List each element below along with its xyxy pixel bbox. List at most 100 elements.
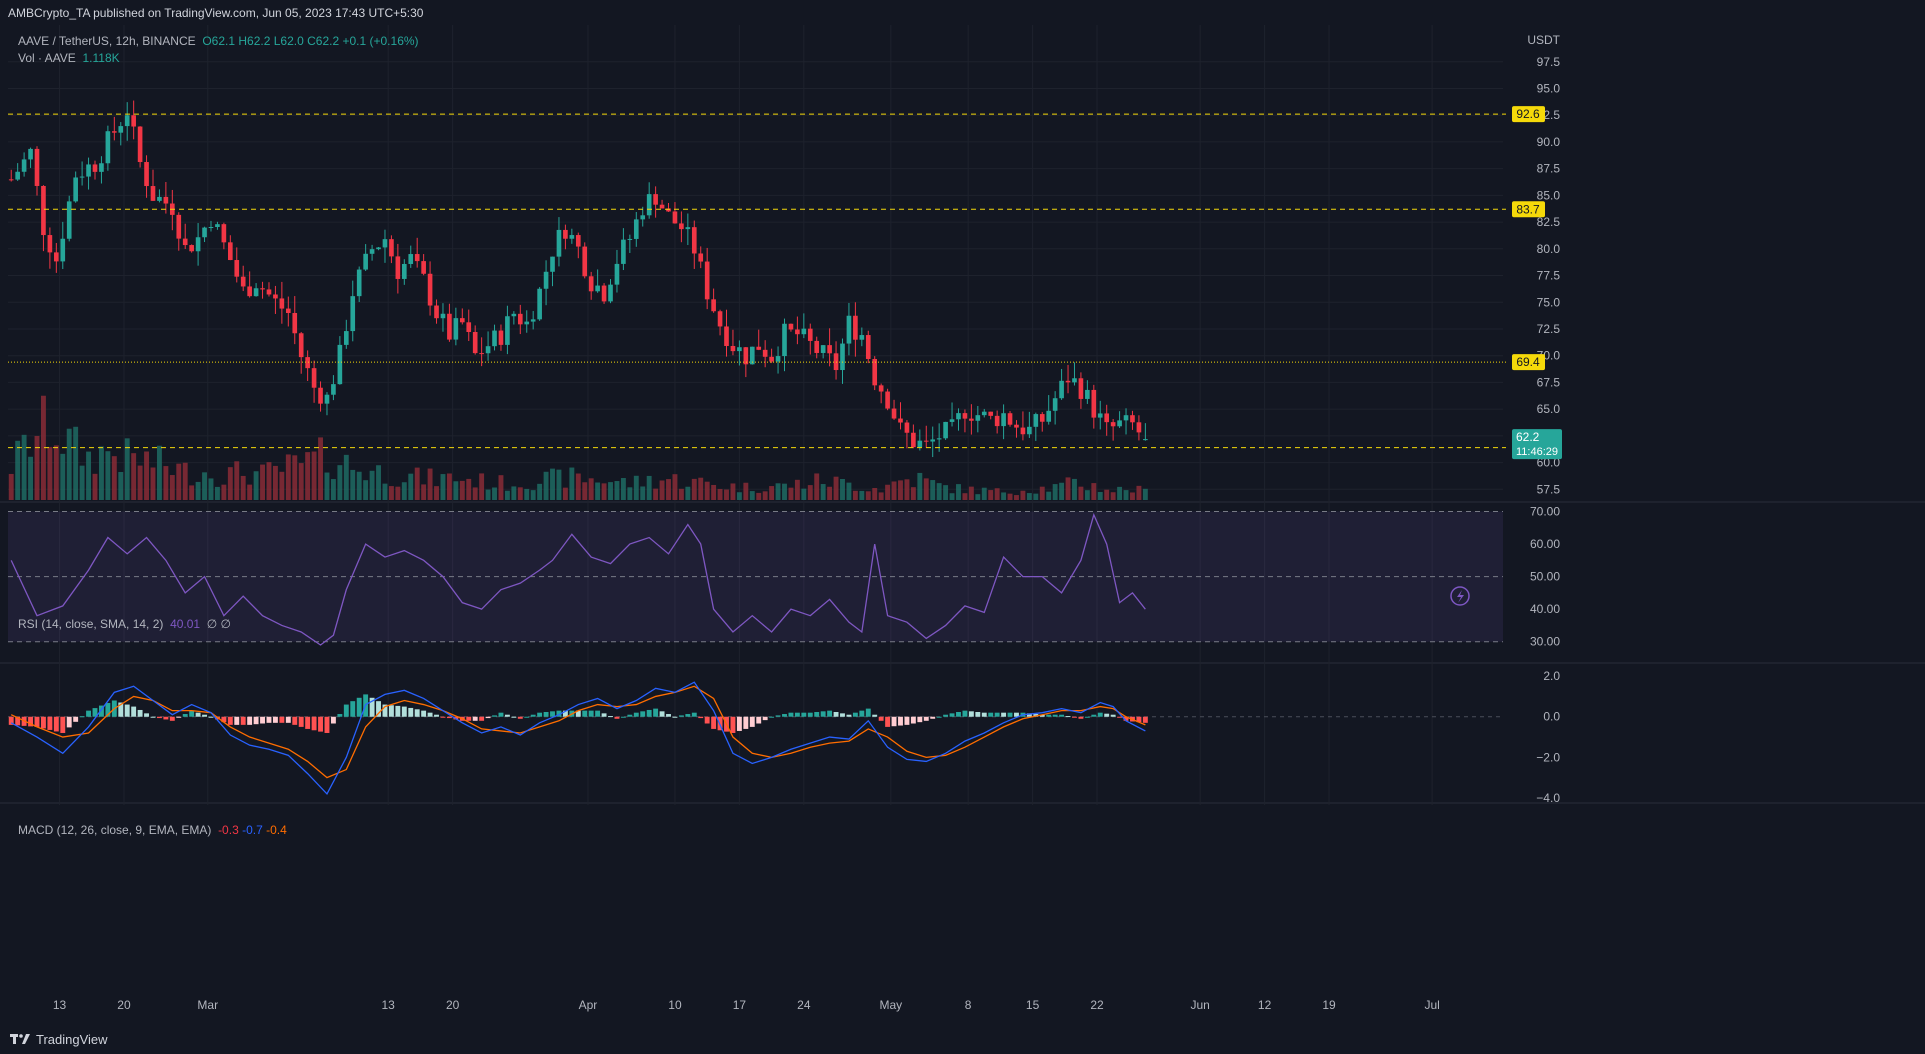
- candle-body: [434, 305, 439, 319]
- price-tick-label: 75.0: [1537, 295, 1561, 309]
- volume-bar: [1033, 493, 1039, 500]
- macd-histogram-bar: [910, 716, 916, 724]
- macd-histogram-bar: [221, 716, 227, 723]
- macd-histogram-bar: [440, 716, 446, 718]
- volume-bar: [150, 467, 156, 500]
- macd-histogram-bar: [137, 709, 143, 717]
- volume-bar: [234, 461, 240, 500]
- macd-histogram-bar: [272, 716, 278, 723]
- candle-body: [517, 313, 523, 325]
- symbol-label[interactable]: AAVE / TetherUS, 12h, BINANCE: [18, 34, 196, 48]
- price-tick-label: 57.5: [1537, 482, 1561, 496]
- macd-histogram-bar: [60, 716, 66, 733]
- candle-body: [930, 439, 936, 442]
- macd-histogram-bar: [1084, 716, 1090, 718]
- volume-bar: [646, 475, 652, 500]
- volume-bar: [440, 474, 446, 500]
- macd-histogram-bar: [434, 714, 439, 717]
- macd-histogram-bar: [369, 697, 375, 717]
- macd-histogram-bar: [653, 708, 659, 717]
- volume-bar: [956, 484, 961, 500]
- candle-body: [1039, 414, 1045, 422]
- volume-bar: [1091, 483, 1097, 500]
- time-tick-label: Jul: [1424, 998, 1439, 1012]
- candle-body: [1046, 410, 1052, 422]
- macd-histogram-bar: [176, 716, 182, 718]
- volume-bar: [936, 483, 942, 500]
- volume-bar: [343, 454, 349, 500]
- candle-body: [66, 201, 72, 239]
- volume-bar: [556, 469, 562, 500]
- volume-bar: [1020, 490, 1026, 500]
- volume-bar: [537, 483, 543, 500]
- tradingview-footer[interactable]: TradingView: [10, 1029, 108, 1049]
- macd-histogram-bar: [949, 713, 955, 717]
- candle-body: [144, 162, 149, 187]
- macd-label[interactable]: MACD (12, 26, close, 9, EMA, EMA): [18, 823, 212, 837]
- macd-histogram-bar: [885, 716, 891, 727]
- candle-body: [846, 315, 852, 344]
- candle-body: [118, 126, 124, 133]
- macd-histogram-bar: [34, 716, 40, 727]
- macd-histogram-bar: [794, 712, 800, 717]
- last-price-label: 62.2: [1516, 430, 1540, 444]
- volume-label[interactable]: Vol · AAVE: [18, 51, 76, 65]
- volume-bar: [601, 483, 607, 500]
- candle-body: [711, 299, 716, 312]
- macd-histogram-bar: [891, 716, 897, 727]
- volume-bar: [904, 479, 910, 500]
- high-value: H62.2: [238, 34, 271, 48]
- macd-histogram-bar: [736, 716, 742, 731]
- candle-body: [8, 179, 14, 181]
- price-tick-label: 95.0: [1537, 81, 1561, 95]
- volume-bar: [833, 476, 839, 500]
- volume-bar: [865, 491, 871, 500]
- volume-bar: [1123, 490, 1129, 500]
- macd-histogram-bar: [1110, 714, 1116, 717]
- volume-bar: [923, 478, 929, 500]
- candle-body: [1033, 414, 1039, 427]
- candle-body: [247, 286, 252, 297]
- candle-body: [1078, 378, 1084, 399]
- candle-body: [157, 196, 162, 201]
- macd-histogram-bar: [872, 714, 878, 717]
- macd-histogram-bar: [298, 716, 304, 727]
- volume-bar: [311, 451, 317, 500]
- macd-histogram-bar: [330, 716, 336, 724]
- candle-body: [79, 176, 85, 178]
- volume-bar: [144, 451, 149, 500]
- time-tick-label: 8: [965, 998, 972, 1012]
- macd-histogram-bar: [659, 711, 665, 717]
- candle-body: [595, 285, 600, 292]
- candle-body: [447, 313, 452, 340]
- volume-bar: [363, 480, 369, 500]
- price-tick-label: 67.5: [1537, 375, 1561, 389]
- macd-histogram-bar: [376, 701, 381, 717]
- volume-bar: [1046, 491, 1052, 500]
- macd-line: [10, 681, 1146, 796]
- candle-body: [453, 318, 459, 340]
- volume-legend: Vol · AAVE 1.118K: [18, 51, 120, 65]
- volume-bar: [21, 434, 27, 500]
- candle-body: [401, 263, 407, 279]
- chart-canvas[interactable]: 97.595.092.590.087.585.082.580.077.575.0…: [0, 25, 1925, 1025]
- volume-bar: [949, 493, 955, 500]
- candle-body: [807, 328, 813, 341]
- candle-body: [704, 261, 710, 300]
- rsi-label[interactable]: RSI (14, close, SMA, 14, 2): [18, 617, 164, 631]
- volume-bar: [1001, 492, 1007, 500]
- macd-histogram-bar: [324, 716, 330, 733]
- volume-bar: [1110, 492, 1116, 500]
- time-tick-label: 12: [1258, 998, 1272, 1012]
- volume-bar: [807, 485, 813, 500]
- volume-bar: [485, 489, 491, 500]
- volume-bar: [1065, 477, 1071, 500]
- volume-bar: [698, 477, 704, 500]
- macd-histogram-bar: [163, 716, 169, 720]
- macd-histogram-bar: [8, 716, 14, 725]
- volume-bar: [79, 465, 85, 500]
- candle-body: [485, 346, 491, 354]
- candle-body: [28, 148, 33, 160]
- volume-bar: [666, 479, 671, 500]
- volume-bar: [717, 488, 723, 500]
